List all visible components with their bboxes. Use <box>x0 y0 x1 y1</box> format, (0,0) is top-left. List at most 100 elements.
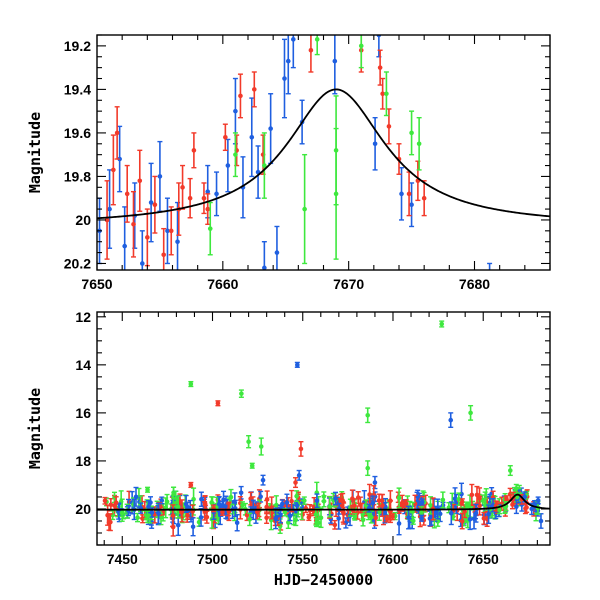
data-point <box>164 197 170 265</box>
data-point <box>396 143 402 175</box>
plot-area <box>97 35 550 270</box>
data-point <box>306 513 312 522</box>
data-point <box>386 108 392 145</box>
data-point <box>409 182 415 228</box>
data-point <box>376 493 382 508</box>
data-point <box>487 262 493 270</box>
data-point <box>360 513 366 527</box>
x-tick-label: 7650 <box>468 551 499 567</box>
x-axis-title: HJD−2450000 <box>274 571 373 589</box>
data-point <box>448 412 454 428</box>
data-point <box>535 496 541 505</box>
data-point <box>396 487 402 509</box>
data-point <box>301 496 307 505</box>
data-point <box>102 496 108 505</box>
data-point <box>198 491 204 507</box>
data-point <box>365 407 371 424</box>
data-point <box>274 225 280 270</box>
chart-panel-bottom: 7450 7500 7550 7600 7650 12 14 16 18 20 Magnitude H… <box>26 309 551 589</box>
data-point <box>247 512 253 527</box>
chart-panel-top: 7650 7660 7670 7680 19.2 19.4 19.6 19.8 20 20.2 Ma… <box>26 34 551 292</box>
data-point <box>237 73 243 119</box>
y-tick-label: 12 <box>75 309 91 325</box>
data-point <box>249 462 255 469</box>
y-tick-label: 20.2 <box>64 255 91 271</box>
data-point <box>139 230 145 270</box>
data-point <box>316 518 322 528</box>
data-point <box>421 180 427 217</box>
y-tick-label: 19.8 <box>64 168 91 184</box>
x-tick-label: 7600 <box>377 551 408 567</box>
data-point <box>222 123 228 152</box>
data-point <box>384 515 390 523</box>
data-point <box>308 35 314 73</box>
data-point <box>188 380 194 388</box>
data-point <box>428 496 434 515</box>
data-point <box>468 404 474 421</box>
data-point <box>187 177 193 219</box>
y-axis-title: Magnitude <box>26 388 44 469</box>
data-point <box>144 510 150 524</box>
data-point <box>251 71 257 108</box>
data-point <box>333 95 339 206</box>
data-point <box>261 132 267 199</box>
data-point <box>188 481 194 489</box>
data-point <box>459 498 465 506</box>
data-point <box>232 132 238 178</box>
data-point <box>416 116 422 171</box>
data-point <box>333 491 339 506</box>
model-curve <box>97 493 550 511</box>
data-point <box>332 519 338 530</box>
data-point <box>239 501 245 509</box>
data-point <box>303 503 309 514</box>
data-point <box>298 441 304 457</box>
data-point <box>365 460 371 477</box>
data-point <box>105 504 111 526</box>
data-point <box>238 389 244 398</box>
data-point <box>477 495 483 516</box>
data-point <box>168 206 174 256</box>
data-point <box>225 138 231 193</box>
data-point <box>209 496 215 509</box>
data-point <box>207 201 213 256</box>
data-point <box>268 93 274 165</box>
data-point <box>117 125 123 193</box>
data-point <box>107 513 113 532</box>
model-curve <box>97 88 550 220</box>
data-point <box>156 502 162 525</box>
data-point <box>180 164 186 210</box>
data-point <box>318 507 324 529</box>
data-point <box>448 501 454 526</box>
data-point <box>201 182 207 215</box>
y-tick-label: 19.2 <box>64 38 91 54</box>
data-point <box>327 495 333 518</box>
data-point <box>296 469 302 481</box>
data-point <box>440 491 446 509</box>
data-point <box>390 513 396 521</box>
data-point <box>148 162 154 243</box>
data-point <box>104 180 110 260</box>
axes: 7650 7660 7670 7680 19.2 19.4 19.6 19.8 20 20.2 Ma… <box>26 34 551 292</box>
data-point <box>191 132 197 169</box>
data-point <box>507 465 513 477</box>
data-point <box>358 35 364 69</box>
data-point <box>113 496 119 510</box>
data-point <box>137 149 143 212</box>
data-point <box>383 71 389 117</box>
data-point <box>314 493 320 509</box>
data-point <box>355 491 361 505</box>
data-point <box>409 110 415 156</box>
data-point <box>464 501 470 509</box>
data-point <box>119 509 125 517</box>
data-point <box>439 320 445 328</box>
data-point <box>399 167 405 221</box>
data-point <box>273 507 279 530</box>
x-tick-label: 7550 <box>287 551 318 567</box>
data-point <box>258 437 264 456</box>
y-tick-label: 20 <box>75 501 91 517</box>
data-point <box>255 145 261 199</box>
data-point <box>419 498 425 506</box>
data-point <box>285 35 291 95</box>
plot-area <box>97 320 550 537</box>
